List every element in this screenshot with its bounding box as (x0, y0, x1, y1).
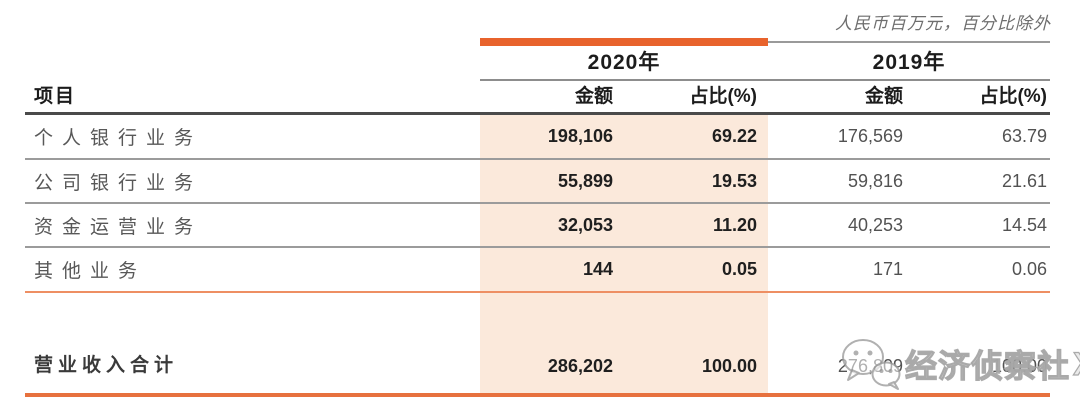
cell-amount-2020: 55,899 (557, 170, 613, 191)
total-amount-2020: 286,202 (547, 356, 613, 376)
cell-amount-2020: 144 (582, 259, 613, 279)
year-2019-header: 2019年 (872, 51, 946, 74)
total-label: 营业收入合计 (34, 355, 179, 376)
col-header-amount-2019: 金额 (864, 86, 903, 107)
row-label: 资金运营业务 (34, 216, 203, 238)
total-pct-2020: 100.00 (701, 356, 757, 376)
cell-pct-2019: 0.06 (1011, 259, 1047, 279)
column-2020-highlight (480, 115, 768, 397)
cell-pct-2020: 69.22 (711, 126, 757, 146)
watermark-partial-glyph: X (1072, 345, 1080, 383)
cell-pct-2020: 19.53 (711, 170, 757, 191)
cell-amount-2019: 40,253 (847, 214, 903, 235)
cell-amount-2019: 176,569 (837, 126, 903, 146)
cell-amount-2019: 171 (872, 259, 903, 279)
cell-pct-2019: 21.61 (1001, 170, 1047, 191)
col-header-item: 项目 (34, 86, 77, 107)
units-note: 人民币百万元，百分比除外 (835, 14, 1051, 33)
col-header-amount-2020: 金额 (574, 86, 613, 107)
cell-amount-2020: 198,106 (547, 126, 613, 146)
cell-pct-2019: 14.54 (1001, 214, 1047, 235)
table-row: 公司银行业务 55,899 19.53 59,816 21.61 (25, 160, 1050, 204)
total-pct-2019: 100.00 (991, 356, 1047, 376)
header-divider-line (25, 112, 1050, 115)
table-total-row: 营业收入合计 286,202 100.00 276,809 100.00 (25, 293, 1050, 397)
cell-pct-2019: 63.79 (1001, 126, 1047, 146)
row-label: 其他业务 (34, 261, 147, 282)
table-row: 资金运营业务 32,053 11.20 40,253 14.54 (25, 204, 1050, 248)
table-row: 其他业务 144 0.05 171 0.06 (25, 248, 1050, 293)
year-2020-header: 2020年 (587, 51, 661, 74)
year-2019-top-line (768, 41, 1050, 43)
col-header-pct-2019: 占比(%) (979, 86, 1047, 107)
cell-pct-2020: 0.05 (721, 259, 757, 279)
col-header-pct-2020: 占比(%) (689, 86, 757, 107)
year-header-underline (480, 79, 1050, 81)
row-label: 个人银行业务 (34, 128, 203, 149)
row-label: 公司银行业务 (34, 172, 203, 194)
cell-amount-2020: 32,053 (557, 214, 613, 235)
total-amount-2019: 276,809 (837, 356, 903, 376)
cell-amount-2019: 59,816 (847, 170, 903, 191)
cell-pct-2020: 11.20 (712, 214, 757, 235)
table-row: 个人银行业务 198,106 69.22 176,569 63.79 (25, 115, 1050, 160)
year-2020-accent-bar (480, 38, 768, 46)
